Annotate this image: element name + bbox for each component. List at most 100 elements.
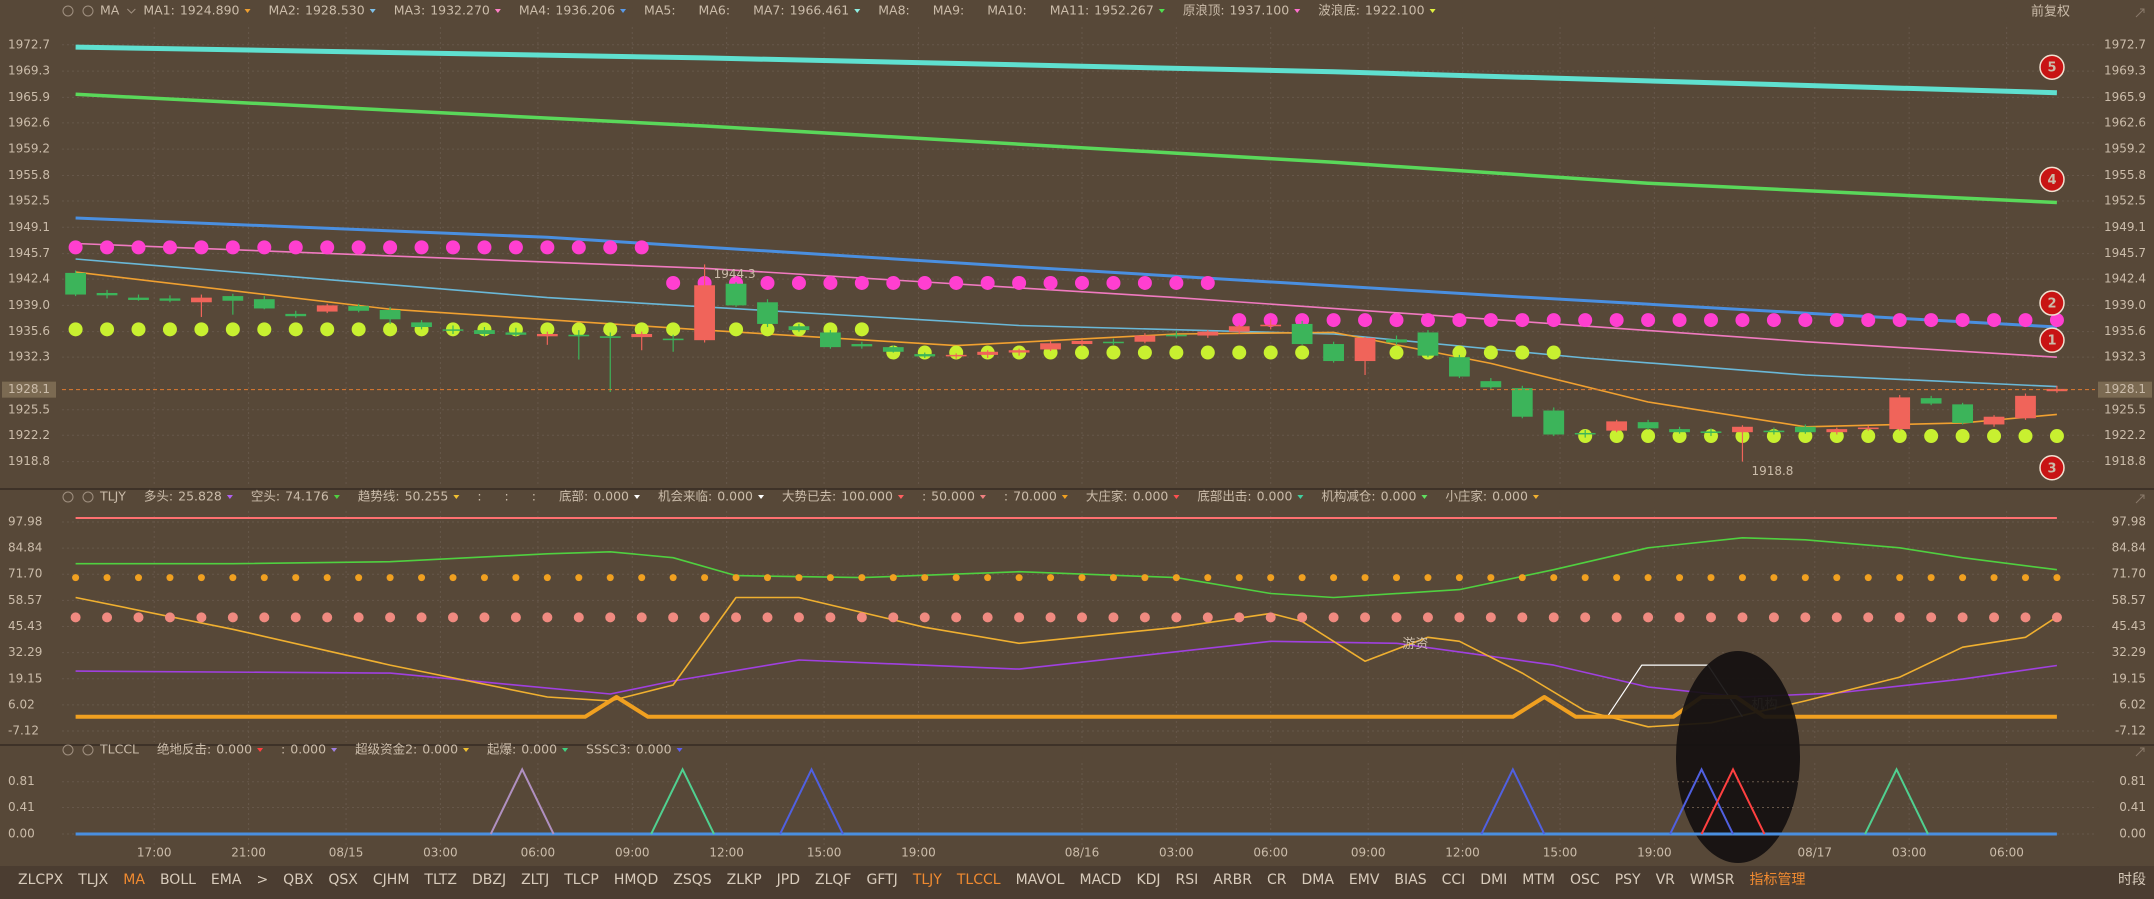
legend-arrow	[1297, 495, 1304, 499]
close-icon[interactable]	[82, 744, 94, 756]
indicator-tab[interactable]: ZLTJ	[521, 872, 549, 888]
indicator-tab[interactable]: HMQD	[614, 872, 658, 888]
indicator-tab[interactable]: ZSQS	[673, 872, 711, 888]
legend-name: MA7:	[753, 3, 785, 18]
signal-dot	[480, 574, 488, 582]
y-tick-label: 45.43	[8, 619, 42, 633]
indicator-tab[interactable]: ZLQF	[815, 872, 851, 888]
y-tick-label: 1969.3	[8, 64, 50, 78]
indicator-tab[interactable]: TLJX	[77, 872, 108, 888]
series-line	[75, 537, 2058, 599]
expand-icon[interactable]	[2135, 8, 2145, 18]
indicator-tab[interactable]: MA	[123, 872, 145, 888]
session-button[interactable]: 时段	[2118, 872, 2146, 888]
candle-body	[2046, 388, 2068, 392]
y-tick-label: 1959.2	[2104, 142, 2146, 156]
y-tick-label: 1945.7	[8, 246, 50, 260]
legend-arrow	[1173, 495, 1180, 499]
indicator-tab[interactable]: RSI	[1176, 872, 1199, 888]
adjust-button[interactable]: 前复权	[2031, 4, 2070, 20]
y-tick-label: 0.00	[8, 827, 35, 841]
indicator-tab[interactable]: CJHM	[373, 872, 410, 888]
indicator-tab[interactable]: MTM	[1522, 872, 1555, 888]
indicator-tab[interactable]: TLCP	[563, 872, 599, 888]
price-annotation: 1918.8	[1751, 464, 1793, 478]
indicator-tab[interactable]: WMSR	[1690, 872, 1735, 888]
indicator-tab[interactable]: BOLL	[160, 872, 196, 888]
indicator-tab[interactable]: 指标管理	[1749, 872, 1805, 888]
signal-dot	[1737, 612, 1748, 623]
signal-dot	[385, 612, 396, 623]
expand-icon[interactable]	[2135, 494, 2145, 504]
legend-name: :	[281, 742, 285, 757]
indicator-tab[interactable]: TLTZ	[423, 872, 457, 888]
dropdown-icon[interactable]	[126, 8, 136, 14]
indicator-tab[interactable]: PSY	[1615, 872, 1641, 888]
legend-value: 1952.267	[1094, 3, 1154, 18]
indicator-tab[interactable]: GFTJ	[866, 872, 897, 888]
signal-dot	[1077, 612, 1087, 623]
legend-value: 0.000	[216, 742, 252, 757]
indicator-tab[interactable]: ZLKP	[727, 872, 762, 888]
candle-body	[914, 354, 936, 357]
signal-dot	[1990, 574, 1998, 582]
signal-dot	[1204, 574, 1212, 582]
indicator-tab[interactable]: MAVOL	[1016, 872, 1065, 888]
legend-name: 绝地反击:	[157, 742, 211, 757]
indicator-tab[interactable]: TLCCL	[956, 872, 1001, 888]
indicator-tab[interactable]: ZLCPX	[18, 872, 64, 888]
legend-arrow	[331, 748, 338, 752]
signal-dot	[2020, 612, 2031, 623]
signal-dot	[162, 240, 177, 255]
expand-icon[interactable]	[2135, 747, 2145, 757]
signal-dot	[1766, 429, 1781, 444]
indicator-tab[interactable]: TLJY	[912, 872, 942, 888]
settings-icon[interactable]	[62, 744, 74, 756]
settings-icon[interactable]	[62, 5, 74, 17]
legend-value: 1922.100	[1365, 3, 1425, 18]
indicator-tab[interactable]: DBZJ	[472, 872, 506, 888]
indicator-name[interactable]: TLJY	[99, 489, 126, 504]
signal-dot	[1171, 612, 1182, 623]
indicator-tab[interactable]: CR	[1267, 872, 1287, 888]
indicator-tab[interactable]: >	[256, 872, 268, 888]
indicator-tab[interactable]: EMA	[211, 872, 242, 888]
indicator-tab[interactable]: DMA	[1301, 872, 1334, 888]
signal-dot	[1798, 313, 1813, 328]
signal-dot	[1485, 612, 1496, 623]
indicator-tab[interactable]: OSC	[1570, 872, 1600, 888]
indicator-tab[interactable]: BIAS	[1394, 872, 1426, 888]
legend-arrow	[854, 9, 861, 13]
signal-dot	[1517, 612, 1528, 623]
indicator-tab[interactable]: EMV	[1349, 872, 1380, 888]
y-tick-label: 1942.4	[8, 272, 50, 286]
signal-dot	[669, 574, 677, 582]
indicator-tab[interactable]: ARBR	[1213, 872, 1252, 888]
signal-dot	[164, 612, 175, 623]
legend-value: 1924.890	[180, 3, 240, 18]
signal-dot	[1643, 612, 1654, 623]
settings-icon[interactable]	[62, 491, 74, 503]
signal-dot	[194, 240, 209, 255]
signal-dot	[2018, 429, 2033, 444]
y-tick-label: 19.15	[2112, 671, 2146, 685]
signal-dot	[1234, 612, 1245, 623]
indicator-tab[interactable]: VR	[1656, 872, 1676, 888]
indicator-tab[interactable]: JPD	[776, 872, 800, 888]
indicator-name[interactable]: TLCCL	[99, 742, 139, 757]
indicator-tab[interactable]: KDJ	[1136, 872, 1160, 888]
indicator-tab[interactable]: QSX	[328, 872, 358, 888]
close-icon[interactable]	[82, 491, 94, 503]
candle-body	[316, 305, 338, 312]
indicator-tab[interactable]: DMI	[1480, 872, 1507, 888]
indicator-name[interactable]: MA	[100, 3, 120, 18]
indicator-tab[interactable]: CCI	[1442, 872, 1466, 888]
close-icon[interactable]	[82, 5, 94, 17]
signal-dot	[386, 574, 394, 582]
indicator-tab[interactable]: QBX	[283, 872, 314, 888]
signal-dot	[921, 574, 929, 582]
signal-dot	[418, 574, 426, 582]
indicator-tab[interactable]: MACD	[1079, 872, 1121, 888]
signal-dot	[288, 322, 303, 337]
legend-name: MA10:	[987, 3, 1026, 18]
